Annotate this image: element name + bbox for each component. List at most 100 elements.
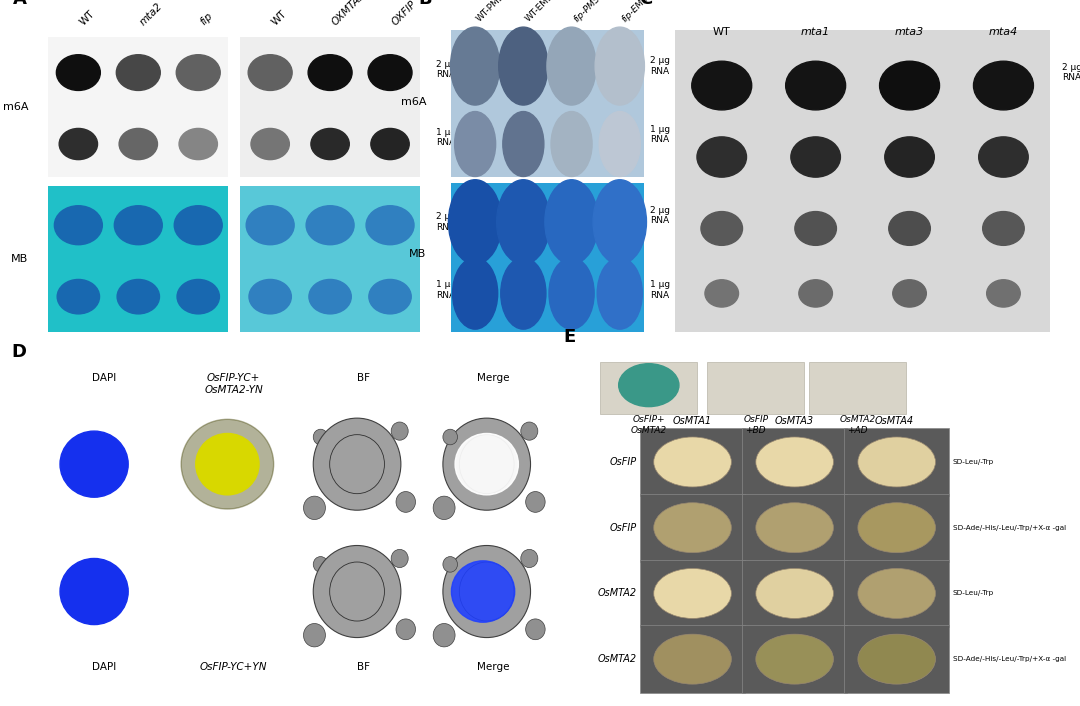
Text: OsMTA2: OsMTA2 <box>597 588 637 599</box>
Circle shape <box>56 55 100 90</box>
Text: Merge: Merge <box>476 662 509 671</box>
FancyBboxPatch shape <box>845 493 949 561</box>
Ellipse shape <box>443 418 530 510</box>
Text: OsFIP-YC+
OsMTA2-YN: OsFIP-YC+ OsMTA2-YN <box>204 373 262 395</box>
FancyBboxPatch shape <box>742 428 847 496</box>
Ellipse shape <box>313 556 328 572</box>
Text: 2 μg
RNA: 2 μg RNA <box>650 56 670 76</box>
Ellipse shape <box>391 422 408 441</box>
Ellipse shape <box>391 549 408 568</box>
Circle shape <box>57 280 99 314</box>
Circle shape <box>879 61 940 110</box>
Text: 2 μg
RNA: 2 μg RNA <box>436 213 456 232</box>
Circle shape <box>308 55 352 90</box>
Text: E: E <box>564 328 576 346</box>
Circle shape <box>983 212 1024 246</box>
Circle shape <box>114 205 162 245</box>
Text: C: C <box>638 0 652 8</box>
Text: 1 μg
RNA: 1 μg RNA <box>436 280 456 300</box>
Ellipse shape <box>433 623 455 647</box>
Text: MB: MB <box>11 254 28 264</box>
FancyBboxPatch shape <box>845 626 949 693</box>
Text: OXMTA2: OXMTA2 <box>330 0 367 27</box>
Ellipse shape <box>443 429 458 445</box>
Circle shape <box>370 128 409 160</box>
Circle shape <box>117 55 160 90</box>
Text: WT: WT <box>713 27 730 37</box>
Ellipse shape <box>521 422 538 441</box>
Circle shape <box>549 258 594 329</box>
Text: OsFIP+
OsMTA2: OsFIP+ OsMTA2 <box>631 415 666 435</box>
Circle shape <box>181 419 273 509</box>
Circle shape <box>368 55 413 90</box>
Circle shape <box>889 212 930 246</box>
Text: m6A: m6A <box>3 102 28 112</box>
Text: SD-Ade/-His/-Leu/-Trp/+X-α -gal: SD-Ade/-His/-Leu/-Trp/+X-α -gal <box>953 525 1066 531</box>
FancyBboxPatch shape <box>845 560 949 628</box>
Circle shape <box>545 180 598 264</box>
FancyBboxPatch shape <box>240 186 420 333</box>
FancyBboxPatch shape <box>640 493 745 561</box>
Circle shape <box>595 27 645 105</box>
Text: 1 μg
RNA: 1 μg RNA <box>436 128 456 148</box>
Text: OsFIP
+BD: OsFIP +BD <box>743 415 768 435</box>
Text: SD-Leu/-Trp: SD-Leu/-Trp <box>953 590 994 597</box>
Ellipse shape <box>313 418 401 510</box>
Circle shape <box>54 205 103 245</box>
Circle shape <box>701 212 743 246</box>
Ellipse shape <box>858 634 935 684</box>
Text: 2 μg
RNA: 2 μg RNA <box>436 59 456 79</box>
Circle shape <box>593 180 647 264</box>
Ellipse shape <box>526 491 545 513</box>
Text: SD-Ade/-His/-Leu/-Trp/+X-α -gal: SD-Ade/-His/-Leu/-Trp/+X-α -gal <box>953 656 1066 662</box>
Circle shape <box>978 137 1028 177</box>
Text: mta1: mta1 <box>801 27 831 37</box>
Ellipse shape <box>653 568 731 618</box>
Text: DAPI: DAPI <box>92 373 116 383</box>
Ellipse shape <box>858 437 935 487</box>
Circle shape <box>791 137 840 177</box>
Text: WT: WT <box>270 8 289 27</box>
Circle shape <box>177 280 219 314</box>
Circle shape <box>60 431 129 497</box>
Text: 1 μg
RNA: 1 μg RNA <box>650 280 671 300</box>
Ellipse shape <box>653 634 731 684</box>
Ellipse shape <box>653 437 731 487</box>
Text: OsFIP-YC+YN: OsFIP-YC+YN <box>200 662 267 671</box>
Circle shape <box>795 212 836 246</box>
Text: WT: WT <box>79 8 97 27</box>
Text: SD-Leu/-Trp: SD-Leu/-Trp <box>953 459 994 465</box>
Text: mta4: mta4 <box>989 27 1018 37</box>
Circle shape <box>455 112 496 176</box>
Circle shape <box>599 112 640 176</box>
Circle shape <box>499 27 548 105</box>
Ellipse shape <box>756 437 834 487</box>
Circle shape <box>366 205 414 245</box>
Circle shape <box>455 433 518 495</box>
Text: B: B <box>418 0 432 8</box>
Text: OsMTA3: OsMTA3 <box>775 416 814 426</box>
Circle shape <box>885 137 934 177</box>
Circle shape <box>705 280 739 307</box>
Ellipse shape <box>858 568 935 618</box>
FancyBboxPatch shape <box>640 560 745 628</box>
Circle shape <box>117 280 160 314</box>
Text: A: A <box>12 0 26 8</box>
Ellipse shape <box>653 503 731 553</box>
FancyBboxPatch shape <box>675 30 1051 333</box>
FancyBboxPatch shape <box>600 361 698 414</box>
Circle shape <box>501 258 545 329</box>
Circle shape <box>249 280 292 314</box>
Ellipse shape <box>756 568 834 618</box>
Circle shape <box>369 280 411 314</box>
FancyBboxPatch shape <box>809 361 906 414</box>
Text: WT-PMS: WT-PMS <box>475 0 507 24</box>
Circle shape <box>60 558 129 625</box>
Text: DAPI: DAPI <box>92 662 116 671</box>
Circle shape <box>799 280 833 307</box>
Ellipse shape <box>858 503 935 553</box>
Circle shape <box>246 205 294 245</box>
Text: fip-EMS: fip-EMS <box>620 0 650 24</box>
Circle shape <box>453 258 498 329</box>
Ellipse shape <box>303 496 325 520</box>
